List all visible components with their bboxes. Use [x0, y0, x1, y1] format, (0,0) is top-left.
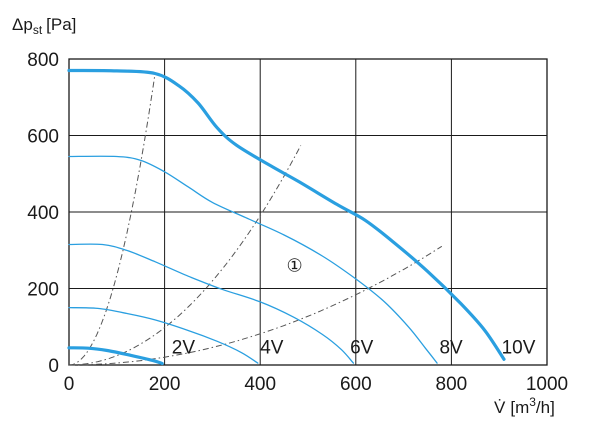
system-curves	[68, 73, 443, 366]
y-tick-label: 0	[48, 356, 59, 377]
curve-label-8V: 8V	[439, 338, 463, 359]
y-tick-labels: 0 200 400 600 800	[27, 50, 59, 377]
curve-marker-label: ①	[286, 255, 302, 275]
x-tick-label: 600	[340, 374, 372, 395]
y-tick-label: 200	[27, 280, 59, 301]
y-tick-label: 400	[27, 203, 59, 224]
curve-label-2V: 2V	[172, 338, 196, 359]
curve-6V	[68, 243, 355, 364]
x-tick-label: 400	[244, 374, 276, 395]
y-tick-label: 800	[27, 50, 59, 71]
curve-2V	[67, 346, 164, 366]
x-tick-labels: 0 200 400 600 800 1000	[64, 374, 568, 395]
system-curve-1	[68, 73, 156, 366]
x-tick-label: 0	[64, 374, 75, 395]
series-curves	[67, 68, 506, 366]
system-curve-3	[68, 245, 443, 366]
curve-label-10V: 10V	[502, 338, 536, 359]
y-tick-label: 600	[27, 127, 59, 148]
grid-lines	[69, 59, 547, 365]
y-axis-label: Δpst [Pa]	[12, 15, 76, 37]
system-curve-2	[68, 145, 302, 366]
curve-8V	[68, 155, 438, 364]
x-tick-label: 800	[436, 374, 468, 395]
x-axis-label: V̇ [m3/h]	[494, 395, 555, 417]
curve-label-4V: 4V	[260, 338, 284, 359]
curve-4V	[68, 306, 259, 364]
series-labels: 10V 8V 6V 4V 2V	[172, 338, 536, 359]
curve-label-6V: 6V	[350, 338, 374, 359]
curve-10V	[67, 68, 506, 361]
x-tick-label: 200	[149, 374, 181, 395]
x-tick-label: 1000	[526, 374, 568, 395]
